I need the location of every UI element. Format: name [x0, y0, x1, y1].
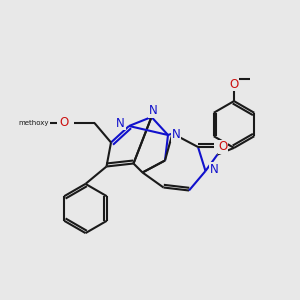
Text: N: N	[172, 128, 181, 142]
Text: N: N	[116, 116, 125, 130]
Text: O: O	[59, 116, 68, 129]
Text: methoxy: methoxy	[19, 120, 49, 126]
Text: O: O	[218, 140, 227, 154]
Text: O: O	[230, 77, 238, 91]
Text: N: N	[148, 104, 158, 117]
Text: N: N	[209, 163, 218, 176]
